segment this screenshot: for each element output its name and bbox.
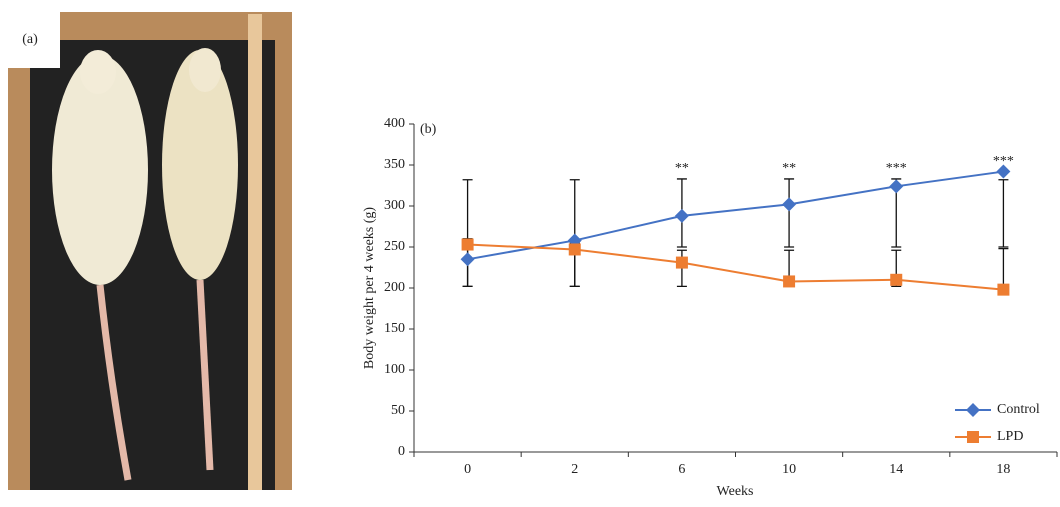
series-line <box>468 172 1004 260</box>
error-bar <box>998 180 1008 247</box>
point-marker <box>997 284 1009 296</box>
rat-head <box>189 48 221 92</box>
photo: (a) <box>8 12 292 490</box>
panel-label: (a) <box>22 32 38 47</box>
point-marker <box>890 274 902 286</box>
significance-label: *** <box>993 154 1014 169</box>
y-tick-label: 0 <box>398 444 405 459</box>
significance-label: *** <box>886 161 907 176</box>
legend-label: Control <box>997 402 1040 417</box>
error-bar <box>784 179 794 247</box>
x-tick-label: 0 <box>464 462 471 477</box>
x-tick-label: 10 <box>782 462 796 477</box>
y-tick-label: 200 <box>384 280 405 295</box>
x-tick-label: 6 <box>678 462 685 477</box>
legend-marker <box>967 431 979 443</box>
point-marker <box>462 239 474 251</box>
significance-label: ** <box>675 161 689 176</box>
x-axis-label: Weeks <box>717 484 754 499</box>
significance-label: ** <box>782 161 796 176</box>
point-marker <box>461 252 475 266</box>
legend-label: LPD <box>997 429 1023 444</box>
ruler <box>248 14 262 490</box>
y-tick-label: 250 <box>384 239 405 254</box>
point-marker <box>782 197 796 211</box>
point-marker <box>569 243 581 255</box>
point-marker <box>676 257 688 269</box>
y-tick-label: 300 <box>384 198 405 213</box>
x-tick-label: 18 <box>996 462 1010 477</box>
point-marker <box>889 179 903 193</box>
series-line <box>468 245 1004 290</box>
rat-head <box>80 50 116 94</box>
y-axis-label: Body weight per 4 weeks (g) <box>362 207 377 369</box>
y-tick-label: 150 <box>384 321 405 336</box>
point-marker <box>783 275 795 287</box>
x-tick-label: 2 <box>571 462 578 477</box>
panel-label: (b) <box>420 122 437 137</box>
figure: (a) Body weight per 4 weeks (g) Weeks (b… <box>0 0 1060 502</box>
y-tick-label: 400 <box>384 116 405 131</box>
y-tick-label: 50 <box>391 403 405 418</box>
x-tick-label: 14 <box>889 462 903 477</box>
legend-marker <box>966 403 980 417</box>
y-tick-label: 350 <box>384 157 405 172</box>
point-marker <box>675 209 689 223</box>
error-bar <box>998 249 1008 290</box>
y-tick-label: 100 <box>384 362 405 377</box>
